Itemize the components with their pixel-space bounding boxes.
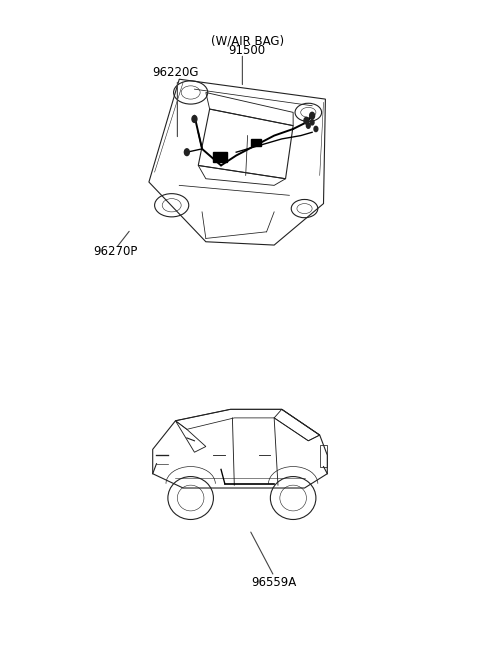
Bar: [252, 139, 261, 146]
Circle shape: [306, 123, 310, 129]
Bar: [320, 445, 327, 466]
Circle shape: [314, 127, 318, 132]
Text: 96270P: 96270P: [94, 245, 138, 258]
Circle shape: [192, 115, 197, 123]
Text: 91500: 91500: [228, 45, 265, 58]
Circle shape: [304, 117, 309, 124]
Text: 96220G: 96220G: [153, 66, 199, 79]
Circle shape: [310, 112, 314, 119]
Circle shape: [184, 149, 189, 155]
Text: 96559A: 96559A: [252, 577, 297, 590]
Text: (W/AIR BAG): (W/AIR BAG): [211, 34, 284, 47]
Bar: [214, 152, 227, 162]
Circle shape: [310, 120, 314, 125]
